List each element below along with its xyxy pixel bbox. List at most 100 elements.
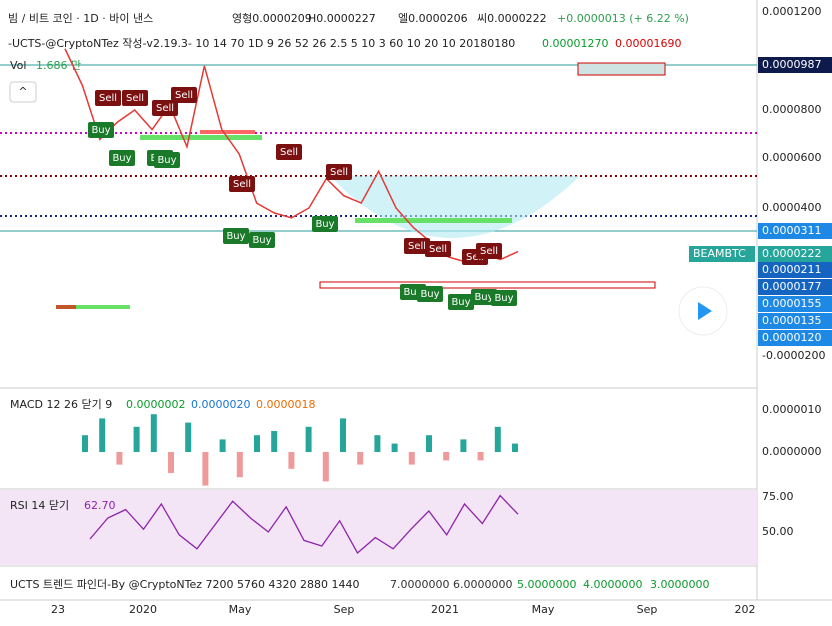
macd-bar xyxy=(150,414,157,452)
price-tag-bg xyxy=(758,330,832,346)
signal-bg xyxy=(491,290,517,306)
signal-bg xyxy=(312,216,338,232)
signal-bg xyxy=(249,232,275,248)
macd-bar xyxy=(254,435,260,452)
macd-bar xyxy=(340,418,346,452)
text-layer: 빔 / 비트 코인 · 1D · 바이 낸스 영형0.0000209 H0.00… xyxy=(8,12,689,591)
price-tag-bg xyxy=(758,246,832,262)
rsi-line xyxy=(89,494,519,555)
signal: Buy xyxy=(420,289,439,300)
signal-bg xyxy=(229,176,255,192)
price-tag-bg xyxy=(758,313,832,329)
macd-bar xyxy=(116,452,123,465)
signal: Buy xyxy=(403,287,422,298)
signal-bg xyxy=(448,294,474,310)
price-tick: 0.0000600 xyxy=(762,151,822,164)
ucts-level: 6.0000000 xyxy=(453,578,513,591)
signal-bg xyxy=(95,90,121,106)
price-tick: 0.0000800 xyxy=(762,103,822,116)
high: H0.0000227 xyxy=(308,12,376,25)
macd-tick: 0.0000010 xyxy=(762,403,822,416)
price-tag-bg xyxy=(758,262,832,278)
time-label: Sep xyxy=(637,603,658,616)
ucts-level: 7.0000000 xyxy=(390,578,450,591)
price-tick: 0.0001200 xyxy=(762,5,822,18)
macd-bar xyxy=(426,435,432,452)
svg-text:^: ^ xyxy=(18,85,27,98)
signal: Buy xyxy=(226,231,245,242)
time-label: May xyxy=(229,603,252,616)
ucts-level: 3.0000000 xyxy=(650,578,710,591)
macd-bar xyxy=(133,426,140,452)
signal-bg xyxy=(425,241,451,257)
signal-bg xyxy=(154,152,180,168)
price-tag: 0.0000222 xyxy=(762,247,822,260)
signal: Sell xyxy=(99,93,117,104)
macd-tick: 0.0000000 xyxy=(762,445,822,458)
symbol-tag: BEAMBTC xyxy=(693,247,746,260)
price-tag: 0.0000211 xyxy=(762,263,822,276)
time-label: 2021 xyxy=(431,603,459,616)
price-tag: 0.0000120 xyxy=(762,331,822,344)
macd-bar xyxy=(391,443,398,452)
time-label: 23 xyxy=(51,603,65,616)
macd-value: 0.0000002 xyxy=(126,398,186,411)
signal: Buy xyxy=(157,155,176,166)
rsi-value: 62.70 xyxy=(84,499,116,512)
signal: Sell xyxy=(466,252,484,263)
price-tag-bg xyxy=(758,279,832,295)
ucts-level: 4.0000000 xyxy=(583,578,643,591)
change: +0.0000013 (+ 6.22 %) xyxy=(557,12,689,25)
signal-bg xyxy=(417,286,443,302)
ucts-level: 5.0000000 xyxy=(517,578,577,591)
signal: Buy xyxy=(474,292,493,303)
rsi-tick: 50.00 xyxy=(762,525,794,538)
signal-bg xyxy=(326,164,352,180)
time-label: May xyxy=(532,603,555,616)
macd-value: 0.0000020 xyxy=(191,398,251,411)
signal: Buy xyxy=(112,153,131,164)
indicator-label: -UCTS-@CryptoNTez 작성-v2.19.3- 10 14 70 1… xyxy=(8,37,515,50)
signal-bg xyxy=(109,150,135,166)
macd-bar xyxy=(288,452,295,469)
signal: Sell xyxy=(408,241,426,252)
macd-bar xyxy=(271,431,278,452)
signal-bg xyxy=(88,122,114,138)
price-tick: -0.0000200 xyxy=(762,349,825,362)
price-tag: 0.0000987 xyxy=(762,58,822,71)
signal-bg xyxy=(404,238,430,254)
macd-bar xyxy=(512,443,518,452)
macd-bar xyxy=(477,452,484,461)
low: 엘0.0000206 xyxy=(398,12,468,25)
signal: Buy xyxy=(451,297,470,308)
macd-bar xyxy=(443,452,450,461)
signal: Buy xyxy=(494,293,513,304)
signal: Sell xyxy=(175,90,193,101)
signal-bg xyxy=(476,243,502,259)
time-label: 2020 xyxy=(129,603,157,616)
signal: Sell xyxy=(233,179,251,190)
rsi-tick: 75.00 xyxy=(762,490,794,503)
symbol-tag-bg xyxy=(689,246,755,262)
macd-bar xyxy=(357,452,364,465)
signal-bg xyxy=(223,228,249,244)
signal: Sell xyxy=(330,167,348,178)
signal-bg xyxy=(471,289,497,305)
signal: Buy xyxy=(252,235,271,246)
indicator-value: 0.00001270 xyxy=(542,37,608,50)
macd-bar xyxy=(305,426,312,452)
macd-bar xyxy=(202,452,209,486)
signal: Sell xyxy=(429,244,447,255)
macd-bar xyxy=(82,435,88,452)
price-tick: 0.0000400 xyxy=(762,201,822,214)
macd-bar xyxy=(168,452,174,473)
signal: Sell xyxy=(126,93,144,104)
macd-bar xyxy=(99,418,106,452)
close: 씨0.0000222 xyxy=(477,12,547,25)
macd-label: MACD 12 26 닫기 9 xyxy=(10,398,112,411)
price-tag: 0.0000177 xyxy=(762,280,822,293)
volume-label: Vol xyxy=(10,59,26,72)
signal: Buy xyxy=(315,219,334,230)
macd-bar xyxy=(185,422,192,452)
